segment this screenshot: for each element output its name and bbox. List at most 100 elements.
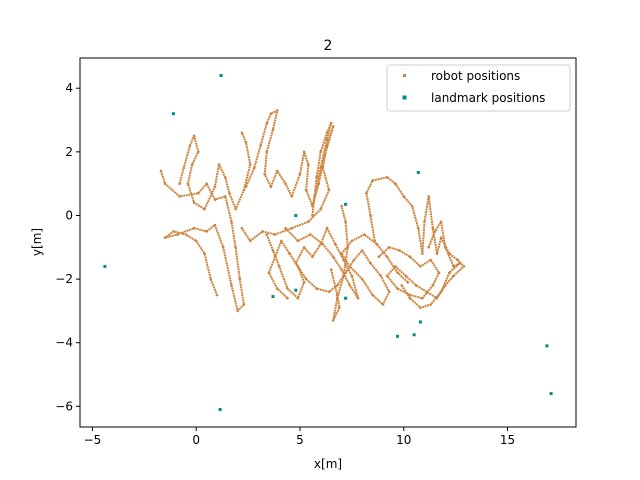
- robot-position-point: [444, 246, 447, 249]
- robot-position-point: [205, 230, 208, 233]
- robot-position-point: [423, 220, 426, 224]
- robot-position-point: [336, 293, 339, 297]
- y-tick-label: −2: [55, 272, 73, 286]
- robot-position-point: [319, 150, 323, 154]
- robot-position-point: [215, 293, 219, 297]
- robot-position-point: [286, 296, 289, 300]
- x-tick-label: 10: [396, 433, 411, 447]
- robot-position-point: [331, 319, 335, 322]
- robot-position-point: [371, 179, 374, 182]
- robot-position-point: [360, 277, 364, 281]
- robot-position-point: [236, 309, 239, 313]
- robot-position-point: [234, 246, 237, 249]
- legend-box: [386, 64, 571, 112]
- robot-position-point: [348, 265, 352, 268]
- robot-position-point: [336, 296, 339, 300]
- robot-position-point: [197, 150, 200, 154]
- robot-position-point: [248, 239, 252, 243]
- robot-position-point: [356, 296, 360, 300]
- robot-position-point: [203, 207, 206, 211]
- robot-position-point: [327, 188, 331, 192]
- robot-position-point: [396, 271, 399, 275]
- robot-positions-series: [159, 109, 466, 322]
- robot-position-point: [275, 169, 279, 173]
- robot-position-point: [178, 195, 181, 198]
- robot-position-point: [439, 236, 443, 239]
- landmark-point-11: [412, 333, 416, 337]
- landmark-point-1: [171, 112, 175, 116]
- robot-position-point: [387, 290, 391, 294]
- robot-position-point: [284, 226, 287, 230]
- robot-position-point: [265, 121, 269, 125]
- robot-position-point: [311, 214, 314, 217]
- robot-position-point: [304, 277, 308, 281]
- robot-position-point: [275, 287, 279, 290]
- landmark-point-14: [218, 408, 222, 411]
- landmark-point-12: [545, 344, 549, 348]
- robot-position-point: [209, 277, 212, 281]
- robot-position-point: [315, 287, 318, 290]
- robot-position-point: [375, 242, 379, 246]
- robot-position-point: [452, 274, 455, 278]
- robot-position-point: [290, 195, 294, 198]
- robot-position-point: [313, 195, 316, 198]
- y-axis-ticks: −6 −4 −2 0 2 4: [55, 81, 80, 413]
- robot-position-point: [387, 246, 391, 249]
- robot-position-point: [379, 274, 383, 278]
- robot-position-point: [435, 252, 439, 255]
- robot-position-point: [213, 223, 217, 227]
- robot-position-point: [352, 258, 356, 262]
- landmark-point-0: [219, 74, 223, 77]
- robot-position-point: [408, 293, 412, 297]
- robot-position-point: [275, 109, 279, 112]
- robot-position-point: [298, 172, 302, 176]
- x-tick-label: 5: [296, 433, 304, 447]
- robot-position-point: [394, 182, 397, 185]
- robot-position-point: [265, 233, 269, 236]
- legend-landmark-marker: [402, 95, 407, 100]
- y-tick-label: 0: [65, 208, 73, 222]
- robot-position-point: [346, 246, 350, 249]
- robot-position-point: [217, 163, 221, 166]
- robot-position-point: [396, 287, 399, 290]
- robot-position-point: [240, 131, 244, 135]
- robot-position-point: [307, 220, 310, 224]
- robot-position-point: [261, 230, 264, 233]
- robot-position-point: [340, 268, 343, 271]
- robot-position-point: [273, 233, 277, 236]
- robot-position-point: [304, 188, 308, 192]
- robot-position-point: [242, 303, 246, 306]
- robot-position-point: [458, 261, 462, 265]
- robot-position-point: [414, 284, 418, 287]
- robot-position-point: [371, 293, 374, 297]
- robot-position-point: [385, 255, 389, 259]
- robot-position-point: [408, 296, 412, 300]
- robot-position-point: [186, 182, 190, 185]
- robot-position-point: [338, 306, 341, 310]
- robot-position-point: [221, 246, 225, 249]
- robot-position-point: [244, 141, 248, 144]
- robot-position-point: [311, 255, 314, 259]
- robot-position-point: [437, 271, 441, 275]
- robot-position-point: [429, 303, 433, 306]
- robot-trajectory-1: [178, 132, 252, 211]
- robot-position-point: [402, 195, 406, 198]
- robot-position-point: [184, 233, 188, 236]
- robot-position-point: [228, 191, 231, 195]
- robot-position-point: [331, 255, 335, 259]
- landmark-point-13: [549, 392, 553, 396]
- landmark-point-5: [103, 264, 107, 268]
- robot-position-point: [327, 290, 331, 294]
- robot-position-point: [319, 166, 323, 169]
- x-tick-label: 0: [192, 433, 200, 447]
- robot-position-point: [248, 163, 252, 166]
- robot-trajectory-6: [311, 122, 333, 216]
- robot-position-point: [197, 191, 200, 195]
- robot-position-point: [163, 236, 167, 239]
- robot-position-point: [340, 204, 343, 208]
- robot-position-point: [205, 182, 208, 185]
- robot-position-point: [269, 185, 273, 189]
- robot-position-point: [213, 198, 217, 201]
- robot-position-point: [331, 125, 335, 128]
- robot-position-point: [230, 284, 233, 287]
